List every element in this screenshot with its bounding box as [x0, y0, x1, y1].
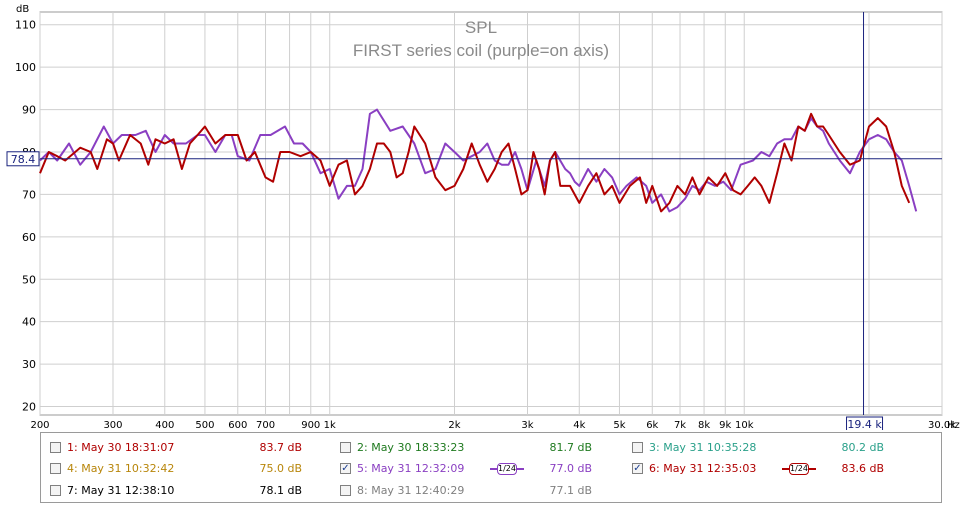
x-tick-label: 5k: [613, 420, 625, 430]
x-tick-label: 8k: [698, 420, 710, 430]
x-tick-label: 400: [155, 420, 174, 430]
legend-checkbox-3[interactable]: [632, 442, 643, 453]
legend-value-2: 81.7 dB: [549, 441, 592, 454]
spl-chart: 2030405060708090100110 20030040050060070…: [6, 4, 960, 430]
y-tick-labels: 2030405060708090100110: [15, 19, 36, 414]
y-tick-label: 100: [15, 61, 36, 74]
cursor-y-readout-box: [6, 151, 40, 167]
legend-label-3: 3: May 31 10:35:28: [649, 441, 757, 454]
legend-value-8: 77.1 dB: [549, 484, 592, 497]
x-tick-label: 1k: [324, 420, 336, 430]
legend-label-7: 7: May 31 12:38:10: [67, 484, 175, 497]
x-tick-labels: 200 300 400 500 600 700 900 1k 2k 3k 4k 5k 6k 7k 8k 9k 1…: [30, 420, 956, 430]
legend-label-6: 6: May 31 12:35:03: [649, 462, 757, 475]
legend-checkbox-5[interactable]: ✓: [340, 463, 351, 474]
cursor-x-readout-box: [846, 416, 884, 430]
smoothing-label-5: 1/24: [497, 463, 517, 475]
y-axis-label: dB: [16, 4, 29, 15]
legend-value-5: 77.0 dB: [549, 462, 592, 475]
legend-item-6[interactable]: ✓ 6: May 31 12:35:03 1/24 83.6 dB: [632, 461, 892, 477]
x-tick-label: 700: [256, 420, 275, 430]
series-line-2: [39, 112, 911, 213]
x-tick-label: 300: [103, 420, 122, 430]
y-tick-label: 50: [22, 273, 36, 286]
y-tick-label: 20: [22, 401, 36, 414]
x-tick-label: 3k: [521, 420, 533, 430]
y-tick-label: 30: [22, 358, 36, 371]
legend-checkbox-8[interactable]: [340, 485, 351, 496]
legend-checkbox-7[interactable]: [50, 485, 61, 496]
legend-checkbox-2[interactable]: [340, 442, 351, 453]
grid: [39, 12, 943, 415]
cursor-x-readout: 19.4 k: [847, 418, 882, 430]
legend-value-3: 80.2 dB: [841, 441, 884, 454]
legend-value-6: 83.6 dB: [841, 462, 884, 475]
x-tick-label: 4k: [573, 420, 585, 430]
y-tick-label: 40: [22, 316, 36, 329]
y-tick-label: 60: [22, 231, 36, 244]
cursor[interactable]: 78.4 19.4 k: [6, 12, 942, 430]
y-tick-label: 110: [15, 19, 36, 32]
legend-checkbox-1[interactable]: [50, 442, 61, 453]
legend-value-7: 78.1 dB: [259, 484, 302, 497]
legend-item-8[interactable]: 8: May 31 12:40:29 77.1 dB: [340, 483, 600, 499]
y-tick-label: 70: [22, 188, 36, 201]
cursor-y-readout: 78.4: [11, 153, 36, 166]
legend-item-4[interactable]: 4: May 31 10:32:42 75.0 dB: [50, 461, 310, 477]
legend-label-8: 8: May 31 12:40:29: [357, 484, 465, 497]
x-tick-label: 7k: [674, 420, 686, 430]
x-tick-label: 30.0k: [928, 420, 956, 430]
x-tick-label: 600: [228, 420, 247, 430]
x-tick-label: 900: [301, 420, 320, 430]
x-tick-label: 200: [30, 420, 49, 430]
legend-item-2[interactable]: 2: May 30 18:33:23 81.7 dB: [340, 440, 600, 456]
legend-item-7[interactable]: 7: May 31 12:38:10 78.1 dB: [50, 483, 310, 499]
x-tick-label: 6k: [646, 420, 658, 430]
legend-item-5[interactable]: ✓ 5: May 31 12:32:09 1/24 77.0 dB: [340, 461, 600, 477]
x-tick-label: 9k: [719, 420, 731, 430]
x-tick-label: 10k: [735, 420, 754, 430]
legend-panel: 1: May 30 18:31:07 83.7 dB 2: May 30 18:…: [40, 432, 942, 503]
smoothing-label-6: 1/24: [789, 463, 809, 475]
x-tick-label: 500: [195, 420, 214, 430]
series-lines: [39, 108, 918, 213]
legend-item-3[interactable]: 3: May 31 10:35:28 80.2 dB: [632, 440, 892, 456]
legend-label-4: 4: May 31 10:32:42: [67, 462, 175, 475]
x-axis-label: Hz: [947, 420, 960, 430]
y-tick-label: 90: [22, 104, 36, 117]
smoothing-indicator-5[interactable]: 1/24: [490, 463, 524, 475]
chart-subtitle: FIRST series coil (purple=on axis): [353, 41, 609, 60]
plot-area[interactable]: [39, 11, 943, 416]
legend-item-1[interactable]: 1: May 30 18:31:07 83.7 dB: [50, 440, 310, 456]
legend-label-2: 2: May 30 18:33:23: [357, 441, 465, 454]
chart-title: SPL: [465, 18, 497, 37]
legend-checkbox-6[interactable]: ✓: [632, 463, 643, 474]
legend-checkbox-4[interactable]: [50, 463, 61, 474]
series-line-1: [39, 108, 918, 213]
smoothing-indicator-6[interactable]: 1/24: [782, 463, 816, 475]
legend-label-1: 1: May 30 18:31:07: [67, 441, 175, 454]
x-tick-label: 2k: [448, 420, 460, 430]
legend-label-5: 5: May 31 12:32:09: [357, 462, 465, 475]
legend-value-1: 83.7 dB: [259, 441, 302, 454]
legend-value-4: 75.0 dB: [259, 462, 302, 475]
